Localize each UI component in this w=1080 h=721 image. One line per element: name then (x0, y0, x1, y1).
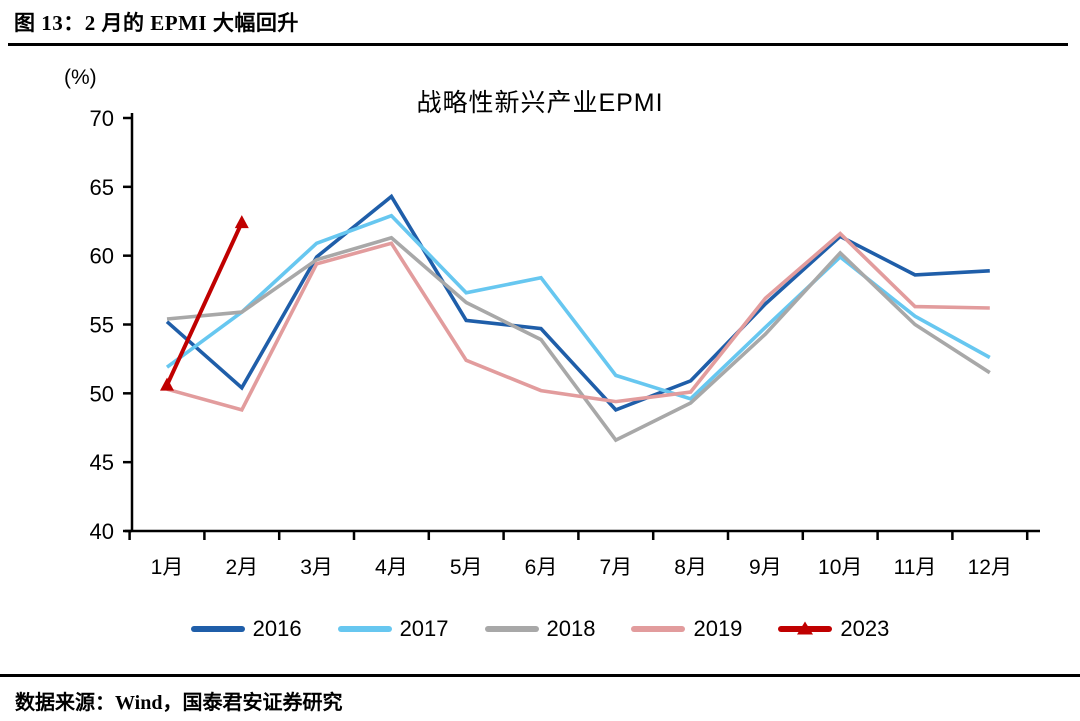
legend-item-2017: 2017 (337, 614, 449, 644)
y-axis-unit-label: (%) (64, 66, 97, 89)
chart-legend: 2016 2017 2018 2019 2023 (0, 612, 1080, 646)
footer-divider (0, 674, 1080, 677)
x-axis-tick-label: 5月 (450, 556, 483, 579)
header-divider (8, 43, 1068, 46)
legend-triangle-icon (797, 621, 814, 635)
x-axis-tick-label: 6月 (525, 556, 558, 579)
y-axis-tick-label: 50 (90, 381, 114, 406)
legend-line-swatch-2019 (631, 626, 686, 632)
triangle-marker-2023 (160, 377, 174, 391)
legend-line-swatch-2023 (778, 621, 833, 635)
x-axis-tick-label: 7月 (599, 556, 632, 579)
epmi-line-chart: 70 65 60 55 50 45 40 1月 2月 3月 4月 5月 6月 7月 8月 9月 10月 11月 12… (90, 106, 1040, 579)
series-line-2023 (165, 221, 244, 386)
chart-title: 战略性新兴产业EPMI (416, 89, 664, 117)
x-axis-tick-label: 11月 (894, 556, 937, 579)
x-axis-tick-label: 4月 (375, 556, 408, 579)
y-axis-tick-label: 70 (90, 106, 114, 131)
legend-item-2018: 2018 (484, 614, 596, 644)
legend-item-2023: 2023 (778, 614, 889, 644)
y-axis-tick-label: 40 (90, 519, 114, 544)
x-axis-tick-label: 9月 (749, 556, 782, 579)
x-axis-tick-label: 1月 (151, 556, 184, 579)
series-line-2016 (165, 193, 990, 413)
x-axis-tick-label: 10月 (818, 556, 862, 579)
legend-label-2019: 2019 (693, 616, 743, 641)
legend-label-2023: 2023 (840, 616, 890, 641)
y-axis-tick-label: 45 (90, 450, 114, 475)
figure-title: 图 13：2 月的 EPMI 大幅回升 (14, 11, 299, 35)
data-source-note: 数据来源：Wind，国泰君安证券研究 (15, 692, 343, 714)
legend-label-2018: 2018 (546, 616, 596, 641)
x-axis-tick-label: 2月 (225, 556, 258, 579)
y-axis-tick-label: 55 (90, 313, 114, 338)
triangle-marker-2023 (234, 215, 249, 229)
legend-label-2017: 2017 (399, 616, 449, 641)
series-line-2018 (166, 235, 991, 443)
legend-item-2016: 2016 (190, 614, 302, 644)
legend-item-2019: 2019 (631, 614, 742, 644)
legend-label-2016: 2016 (252, 616, 302, 641)
x-axis-tick-label: 8月 (674, 556, 707, 579)
legend-line-swatch-2016 (190, 626, 245, 632)
y-axis-tick-label: 60 (90, 244, 114, 269)
y-axis-tick-label: 65 (90, 175, 114, 200)
epmi-chart-area: (%) 战略性新兴产业EPMI 70 65 60 55 50 45 40 1月 2月 3月 4月 5月… (0, 66, 1080, 646)
series-line-2019 (166, 231, 990, 413)
legend-line-swatch-2018 (484, 626, 539, 632)
legend-line-swatch-2017 (337, 626, 392, 632)
x-axis-tick-label: 3月 (300, 556, 333, 579)
x-axis-tick-label: 12月 (968, 556, 1012, 579)
